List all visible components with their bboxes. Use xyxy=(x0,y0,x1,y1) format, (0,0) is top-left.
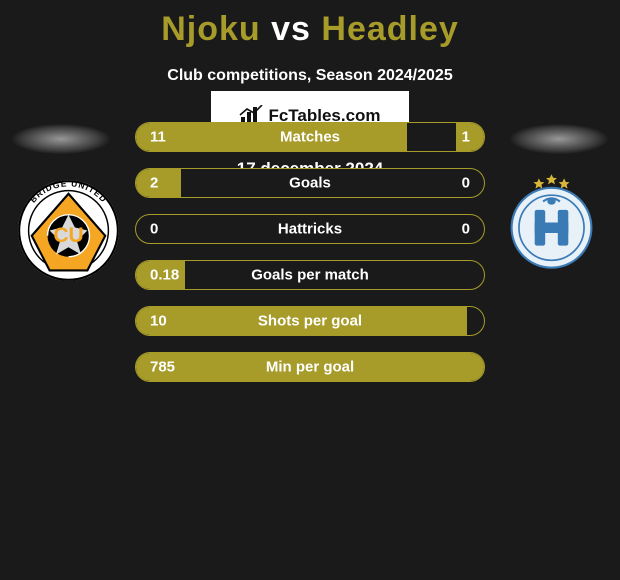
stat-label: Hattricks xyxy=(136,221,484,238)
huddersfield-icon xyxy=(499,170,604,275)
player1-name: Njoku xyxy=(161,10,260,48)
stats-area: 111Matches 20Goals 00Hattricks 0.18Goals pe… xyxy=(135,122,485,398)
stat-label: Goals per match xyxy=(136,267,484,284)
stat-row: 111Matches xyxy=(135,122,485,152)
shadow-left xyxy=(12,124,110,154)
player2-name: Headley xyxy=(321,10,458,48)
stat-row: 0.18Goals per match xyxy=(135,260,485,290)
page-title: Njoku vs Headley xyxy=(0,0,620,49)
stat-label: Min per goal xyxy=(136,359,484,376)
vs-text: vs xyxy=(271,10,311,48)
subtitle: Club competitions, Season 2024/2025 xyxy=(0,67,620,85)
stat-label: Matches xyxy=(136,129,484,146)
stat-row: 10Shots per goal xyxy=(135,306,485,336)
stat-row: 20Goals xyxy=(135,168,485,198)
stat-row: 00Hattricks xyxy=(135,214,485,244)
stat-label: Goals xyxy=(136,175,484,192)
club-badge-left: BRIDGE UNITED CU xyxy=(16,178,121,283)
svg-text:CU: CU xyxy=(53,224,83,247)
shadow-right xyxy=(510,124,608,154)
cambridge-united-icon: BRIDGE UNITED CU xyxy=(16,178,121,283)
club-badge-right xyxy=(499,170,604,275)
stat-row: 785Min per goal xyxy=(135,352,485,382)
stat-label: Shots per goal xyxy=(136,313,484,330)
